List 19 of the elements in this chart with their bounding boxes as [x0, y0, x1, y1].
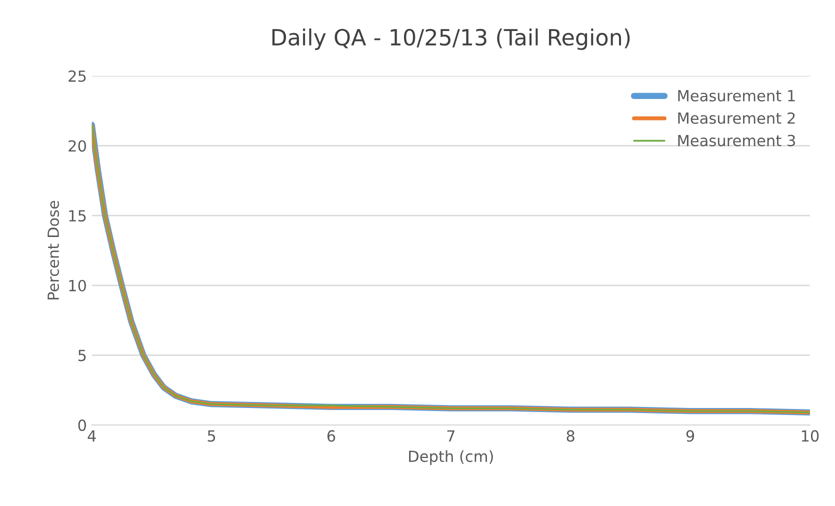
y-tick-label: 15 — [69, 210, 86, 222]
legend-label: Measurement 3 — [678, 134, 795, 146]
x-tick-label: 7 — [447, 430, 454, 442]
y-tick-label: 0 — [78, 420, 86, 432]
x-tick-label: 9 — [686, 430, 694, 442]
x-tick-label: 6 — [327, 430, 336, 442]
x-tick-label: 10 — [802, 430, 819, 442]
legend-label: Measurement 1 — [678, 90, 795, 102]
y-tick-label: 20 — [68, 140, 86, 152]
x-tick-label: 5 — [208, 430, 216, 442]
y-axis-title: Percent Dose — [48, 200, 60, 300]
x-tick-label: 4 — [88, 430, 96, 442]
x-axis-title: Depth (cm) — [409, 450, 493, 466]
y-tick-label: 5 — [78, 350, 86, 362]
x-tick-label: 8 — [566, 430, 574, 442]
y-tick-label: 10 — [69, 280, 86, 292]
chart-title: Daily QA - 10/25/13 (Tail Region) — [272, 28, 630, 50]
y-tick-label: 25 — [68, 70, 86, 82]
legend-label: Measurement 2 — [678, 112, 795, 124]
